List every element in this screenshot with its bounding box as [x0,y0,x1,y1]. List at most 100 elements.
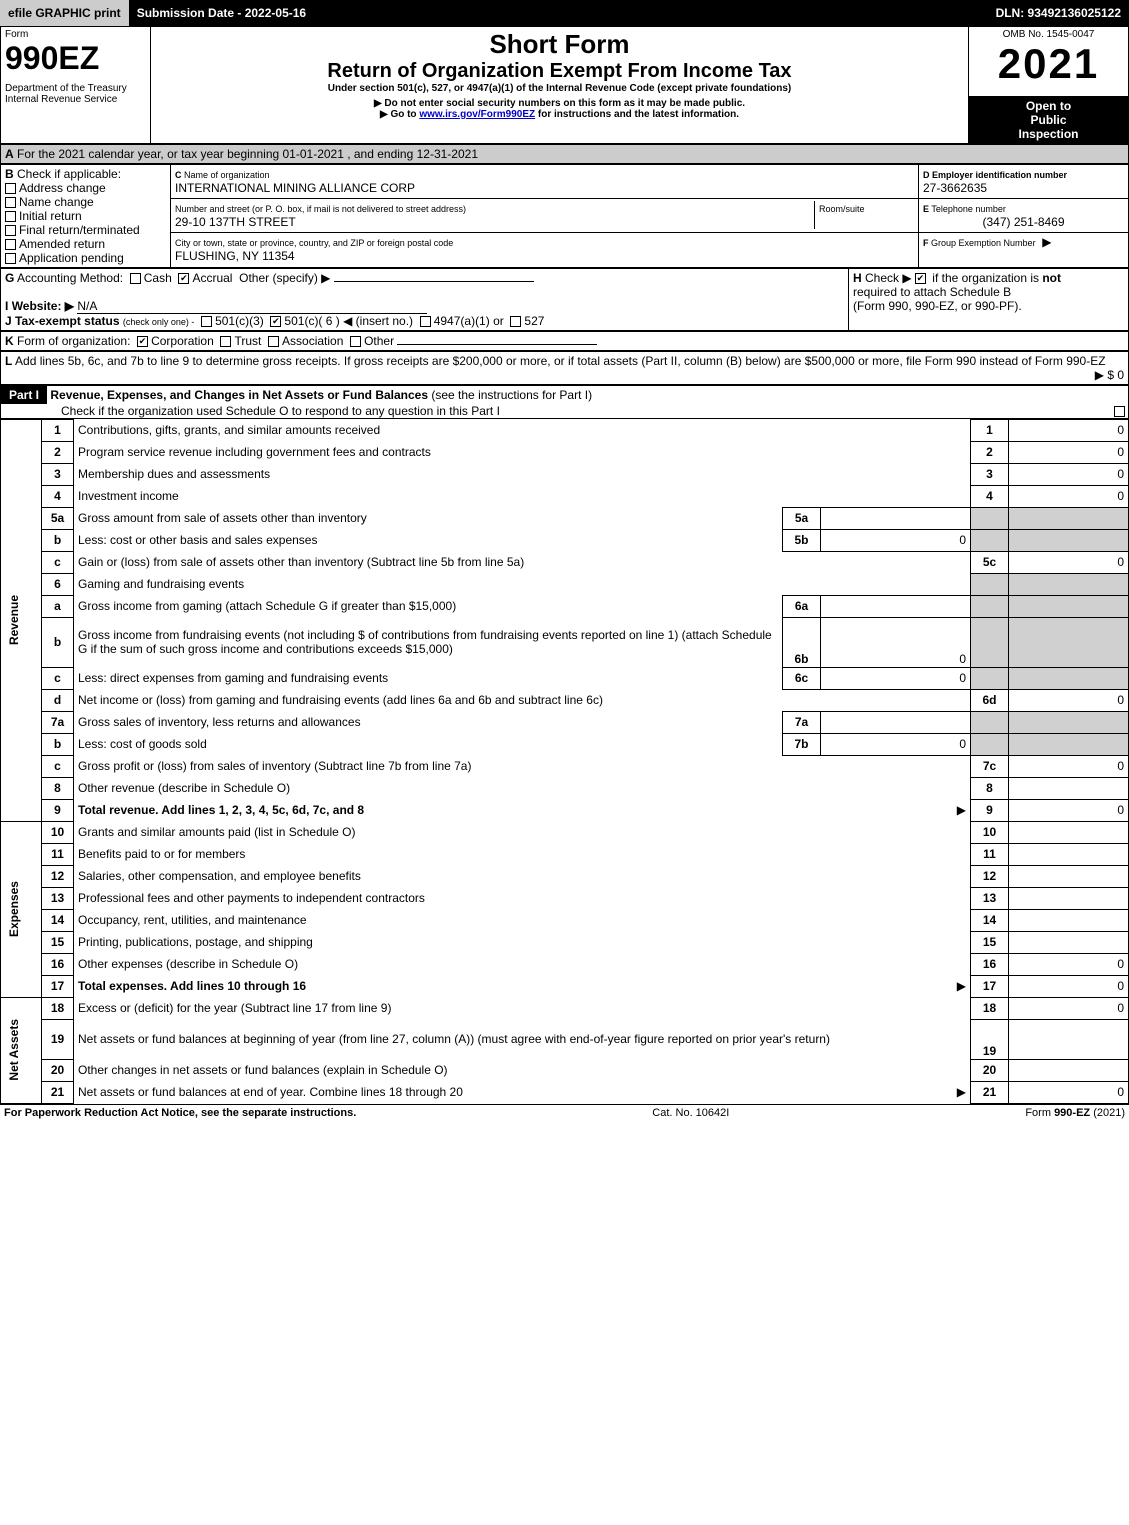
checkbox-part1-scho[interactable] [1114,406,1125,417]
checkbox-cash[interactable] [130,273,141,284]
h-pre: Check ▶ [865,271,915,285]
l5a-vshade [1009,507,1129,529]
opt-amended-return: Amended return [19,237,105,251]
revenue-side-label: Revenue [5,591,23,649]
subtitle: Under section 501(c), 527, or 4947(a)(1)… [155,83,964,94]
l3-rnum: 3 [971,463,1009,485]
part1-lines: Revenue 1 Contributions, gifts, grants, … [0,419,1129,1104]
l14-num: 14 [42,909,74,931]
l8-val [1009,777,1129,799]
checkbox-address-change[interactable] [5,183,16,194]
j-501c: 501(c)( 6 ) ◀ (insert no.) [284,314,413,328]
expenses-side-label: Expenses [5,877,23,941]
l5b-num: b [42,529,74,551]
l21-rnum: 21 [971,1081,1009,1103]
l19-rnum: 19 [971,1019,1009,1059]
entity-block: B Check if applicable: Address change Na… [0,164,1129,268]
ein-value: 27-3662635 [923,181,987,195]
checkbox-accrual[interactable]: ✔ [178,273,189,284]
city-label: City or town, state or province, country… [175,238,453,248]
g-other-input[interactable] [334,281,534,282]
l12-text: Salaries, other compensation, and employ… [78,869,361,883]
l7c-num: c [42,755,74,777]
irs-link[interactable]: www.irs.gov/Form990EZ [419,109,535,120]
checkbox-assoc[interactable] [268,336,279,347]
l19-num: 19 [42,1019,74,1059]
ssn-warning: ▶ Do not enter social security numbers o… [155,98,964,109]
l13-text: Professional fees and other payments to … [78,891,425,905]
l6b-boxval: 0 [821,617,971,667]
checkbox-amended-return[interactable] [5,239,16,250]
h-line3: (Form 990, 990-EZ, or 990-PF). [853,299,1022,313]
l6c-rshade [971,667,1009,689]
l20-text: Other changes in net assets or fund bala… [78,1063,448,1077]
k-other-input[interactable] [397,344,597,345]
l5c-val: 0 [1009,551,1129,573]
l6d-text: Net income or (loss) from gaming and fun… [78,693,603,707]
l6c-boxval: 0 [821,667,971,689]
short-form-title: Short Form [155,29,964,60]
l20-val [1009,1059,1129,1081]
l1-num: 1 [42,419,74,441]
l12-rnum: 12 [971,865,1009,887]
l4-rnum: 4 [971,485,1009,507]
street-value: 29-10 137TH STREET [175,215,296,229]
checkbox-name-change[interactable] [5,197,16,208]
efile-print-label[interactable]: efile GRAPHIC print [0,0,129,26]
b-label: Check if applicable: [17,167,121,181]
l12-val [1009,865,1129,887]
h-not: not [1042,271,1061,285]
checkbox-corp[interactable]: ✔ [137,336,148,347]
goto-pre: ▶ Go to [380,109,419,120]
checkbox-initial-return[interactable] [5,211,16,222]
l-block: L Add lines 5b, 6c, and 7b to line 9 to … [0,351,1129,385]
l10-num: 10 [42,821,74,843]
l5b-boxval: 0 [821,529,971,551]
l7b-box: 7b [783,733,821,755]
g-cash: Cash [144,271,172,285]
l16-text: Other expenses (describe in Schedule O) [78,957,298,971]
l6d-val: 0 [1009,689,1129,711]
l14-text: Occupancy, rent, utilities, and maintena… [78,913,307,927]
checkbox-final-return[interactable] [5,225,16,236]
submission-date-label: Submission Date - 2022-05-16 [129,0,314,26]
l7b-boxval: 0 [821,733,971,755]
l3-val: 0 [1009,463,1129,485]
l5a-box: 5a [783,507,821,529]
checkbox-h[interactable]: ✔ [915,273,926,284]
footer-right-pre: Form [1025,1107,1054,1119]
checkbox-other[interactable] [350,336,361,347]
l5b-vshade [1009,529,1129,551]
checkbox-527[interactable] [510,316,521,327]
top-bar: efile GRAPHIC print Submission Date - 20… [0,0,1129,26]
l6b-num: b [42,617,74,667]
checkbox-application-pending[interactable] [5,253,16,264]
l6a-boxval [821,595,971,617]
l5b-rshade [971,529,1009,551]
checkbox-501c[interactable]: ✔ [270,316,281,327]
l6d-rnum: 6d [971,689,1009,711]
l17-val: 0 [1009,975,1129,997]
l8-rnum: 8 [971,777,1009,799]
g-h-block: G Accounting Method: Cash ✔Accrual Other… [0,268,1129,331]
checkbox-501c3[interactable] [201,316,212,327]
l7b-vshade [1009,733,1129,755]
part1-label: Part I [1,386,47,404]
checkbox-trust[interactable] [220,336,231,347]
checkbox-4947[interactable] [420,316,431,327]
l6a-rshade [971,595,1009,617]
public: Public [973,113,1124,127]
goto-post: for instructions and the latest informat… [535,109,739,120]
l1-val: 0 [1009,419,1129,441]
form-word: Form [5,29,146,40]
f-arrow: ▶ [1042,235,1051,249]
l9-text: Total revenue. Add lines 1, 2, 3, 4, 5c,… [78,803,364,817]
l2-num: 2 [42,441,74,463]
footer-right-form: 990-EZ [1054,1107,1090,1119]
l15-num: 15 [42,931,74,953]
l19-val [1009,1019,1129,1059]
l5c-text: Gain or (loss) from sale of assets other… [78,555,524,569]
l6-vshade [1009,573,1129,595]
l7b-num: b [42,733,74,755]
l7c-text: Gross profit or (loss) from sales of inv… [78,759,471,773]
